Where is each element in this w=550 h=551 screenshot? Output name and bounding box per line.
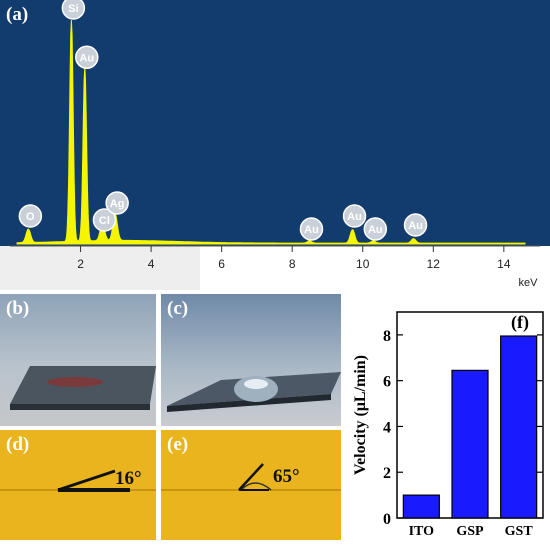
peak-badge: O	[18, 204, 43, 228]
peak-badge: Ag	[105, 191, 129, 215]
peak-badge: Au	[363, 217, 388, 241]
velocity-bar-chart: 0 2 4 6 8 ITO GSP GST Velocity (μL/min) (f)	[352, 311, 544, 539]
y-axis-label: Velocity (μL/min)	[352, 355, 369, 475]
angle-illustration	[161, 463, 341, 491]
x-category-label: GSP	[456, 524, 484, 539]
y-tick-label: 8	[383, 328, 391, 345]
svg-text:Au: Au	[368, 224, 383, 236]
svg-text:Au: Au	[304, 224, 319, 236]
wafer-illustration	[167, 372, 341, 412]
peak-badge: Au	[75, 45, 99, 70]
bar-ito	[402, 494, 440, 519]
panel-d-contact-angle: (d) 16°	[0, 430, 156, 540]
peak-badge: Au	[299, 217, 324, 241]
x-tick-label: 10	[356, 257, 370, 271]
panel-a-label: (a)	[6, 4, 29, 25]
y-tick-label: 0	[383, 511, 391, 528]
x-tick-label: 2	[77, 257, 84, 271]
y-tick-label: 6	[383, 374, 391, 391]
x-tick-label: 4	[148, 257, 155, 271]
svg-text:Au: Au	[347, 211, 362, 223]
panel-b-label: (b)	[6, 298, 30, 319]
y-tick-label: 4	[383, 419, 391, 436]
contact-angle-value: 65°	[273, 466, 300, 487]
bar-gst	[500, 335, 538, 519]
panel-c-label: (c)	[167, 298, 189, 319]
x-tick-label: 14	[497, 257, 511, 271]
panel-c-photo: (c)	[161, 294, 341, 426]
peak-badge: Au	[403, 213, 428, 237]
svg-text:Si: Si	[68, 3, 78, 15]
contact-angle-value: 16°	[115, 468, 142, 489]
peak-badge: Au	[342, 204, 367, 228]
angle-illustration	[0, 469, 156, 492]
flat-droplet	[47, 377, 103, 387]
peak-badge: Cl	[92, 208, 117, 232]
panel-e-contact-angle: (e) 65°	[161, 430, 341, 540]
wafer-illustration	[10, 366, 156, 410]
svg-text:Au: Au	[79, 52, 94, 64]
x-unit-label: keV	[519, 277, 539, 289]
peak-badge: Si	[61, 0, 86, 20]
x-category-label: ITO	[409, 524, 435, 539]
panel-f-bar-chart: 0 2 4 6 8 ITO GSP GST Velocity (μL/min) (f)	[345, 292, 550, 551]
x-tick-label: 12	[427, 257, 441, 271]
svg-text:Ag: Ag	[110, 198, 125, 210]
svg-text:Cl: Cl	[99, 215, 110, 227]
svg-text:O: O	[26, 211, 35, 223]
x-tick-label: 6	[218, 257, 225, 271]
panel-a: 2 4 6 8 10 12 14 keV O Si Au Cl Ag Au Au Au Au (a)	[0, 0, 550, 290]
panel-e-label: (e)	[167, 434, 189, 455]
x-category-label: GST	[505, 524, 534, 539]
svg-text:Au: Au	[408, 220, 423, 232]
y-tick-label: 2	[383, 465, 391, 482]
x-tick-label: 8	[289, 257, 296, 271]
panel-b-photo: (b)	[0, 294, 156, 426]
panel-d-label: (d)	[6, 434, 30, 455]
droplet-profile	[240, 482, 272, 491]
panel-f-label: (f)	[511, 312, 529, 333]
bar-gsp	[451, 369, 489, 519]
